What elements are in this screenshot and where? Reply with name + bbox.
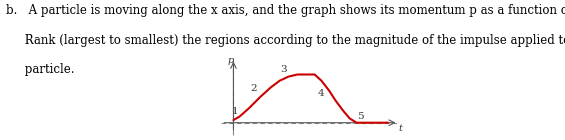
Text: 3: 3: [280, 65, 286, 74]
Text: 2: 2: [250, 84, 257, 93]
Text: 4: 4: [318, 89, 325, 98]
Text: 1: 1: [232, 107, 239, 116]
Text: 5: 5: [357, 112, 364, 121]
Text: t: t: [398, 124, 402, 133]
Text: particle.: particle.: [6, 63, 74, 76]
Text: Rank (largest to smallest) the regions according to the magnitude of the impulse: Rank (largest to smallest) the regions a…: [6, 34, 565, 47]
Text: p: p: [227, 56, 233, 65]
Text: b.   A particle is moving along the x axis, and the graph shows its momentum p a: b. A particle is moving along the x axis…: [6, 4, 565, 17]
